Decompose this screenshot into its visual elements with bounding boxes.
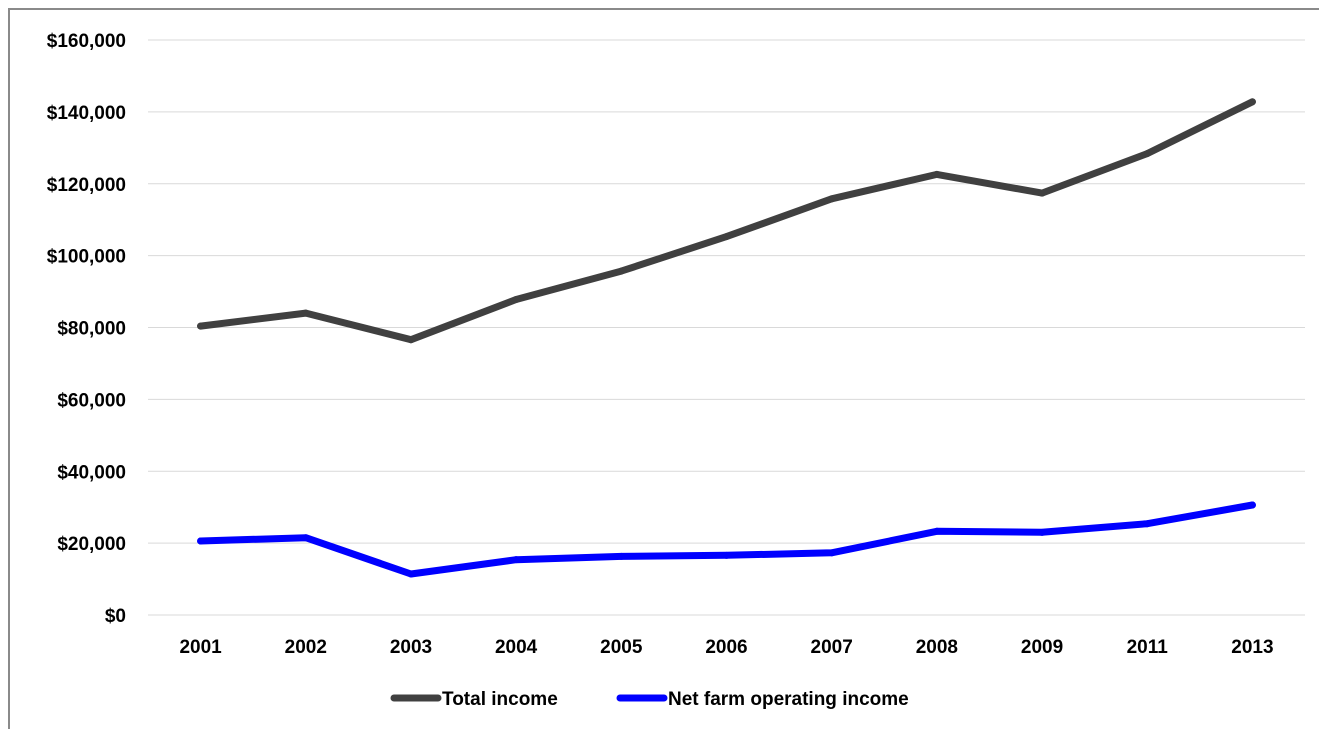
data-point [723,551,730,559]
data-point [1248,98,1256,106]
x-tick-label: 2001 [179,637,222,658]
y-tick-label: $120,000 [47,175,126,196]
data-point [828,195,836,203]
x-tick-label: 2004 [495,637,538,658]
x-tick-label: 2007 [811,637,853,658]
y-tick-label: $0 [105,606,126,627]
data-point [302,534,310,542]
y-tick-label: $60,000 [57,390,126,411]
legend-entry: Net farm operating income [616,689,909,710]
data-point [512,295,520,303]
y-axis-tick-labels: $0 $20,000 $40,000 $60,000 $80,000 $100,000 $1… [47,31,126,627]
x-tick-label: 2009 [1021,637,1063,658]
data-point [407,570,415,578]
data-point [933,170,941,178]
y-tick-label: $140,000 [47,103,126,124]
data-point [828,549,836,557]
x-tick-label: 2008 [916,637,958,658]
series-lines [197,98,1256,578]
data-point [1038,528,1046,536]
y-tick-label: $80,000 [57,319,126,340]
data-point [1248,501,1256,509]
data-point [1143,520,1151,528]
data-point [617,552,625,560]
x-tick-label: 2006 [705,637,747,658]
gridlines [148,39,1305,616]
x-tick-label: 2002 [285,637,327,658]
data-point [1038,189,1046,197]
y-tick-label: $40,000 [57,462,126,483]
series-line-net-farm-operating-income [197,501,1256,578]
x-tick-label: 2005 [600,637,643,658]
y-tick-label: $100,000 [47,247,126,268]
x-tick-label: 2003 [390,637,432,658]
data-point [933,527,941,535]
data-point [723,233,730,241]
data-point [407,336,415,344]
y-tick-label: $20,000 [57,534,126,555]
x-tick-label: 2011 [1127,637,1169,658]
series-line-total-income [197,98,1256,344]
x-axis-tick-labels: 2001 2002 2003 2004 2005 2006 2007 2008 2009 2011… [179,637,1273,658]
chart-frame [8,8,1319,729]
legend: Total income Net farm operating income [390,689,909,710]
data-point [302,309,310,317]
data-point [197,537,205,545]
x-tick-label: 2013 [1231,637,1273,658]
data-point [512,556,520,564]
legend-label: Net farm operating income [668,689,909,710]
data-point [617,267,625,275]
legend-label: Total income [442,689,558,710]
legend-entry: Total income [390,689,558,710]
y-tick-label: $160,000 [47,31,126,52]
data-point [1143,150,1151,158]
data-point [197,322,205,330]
